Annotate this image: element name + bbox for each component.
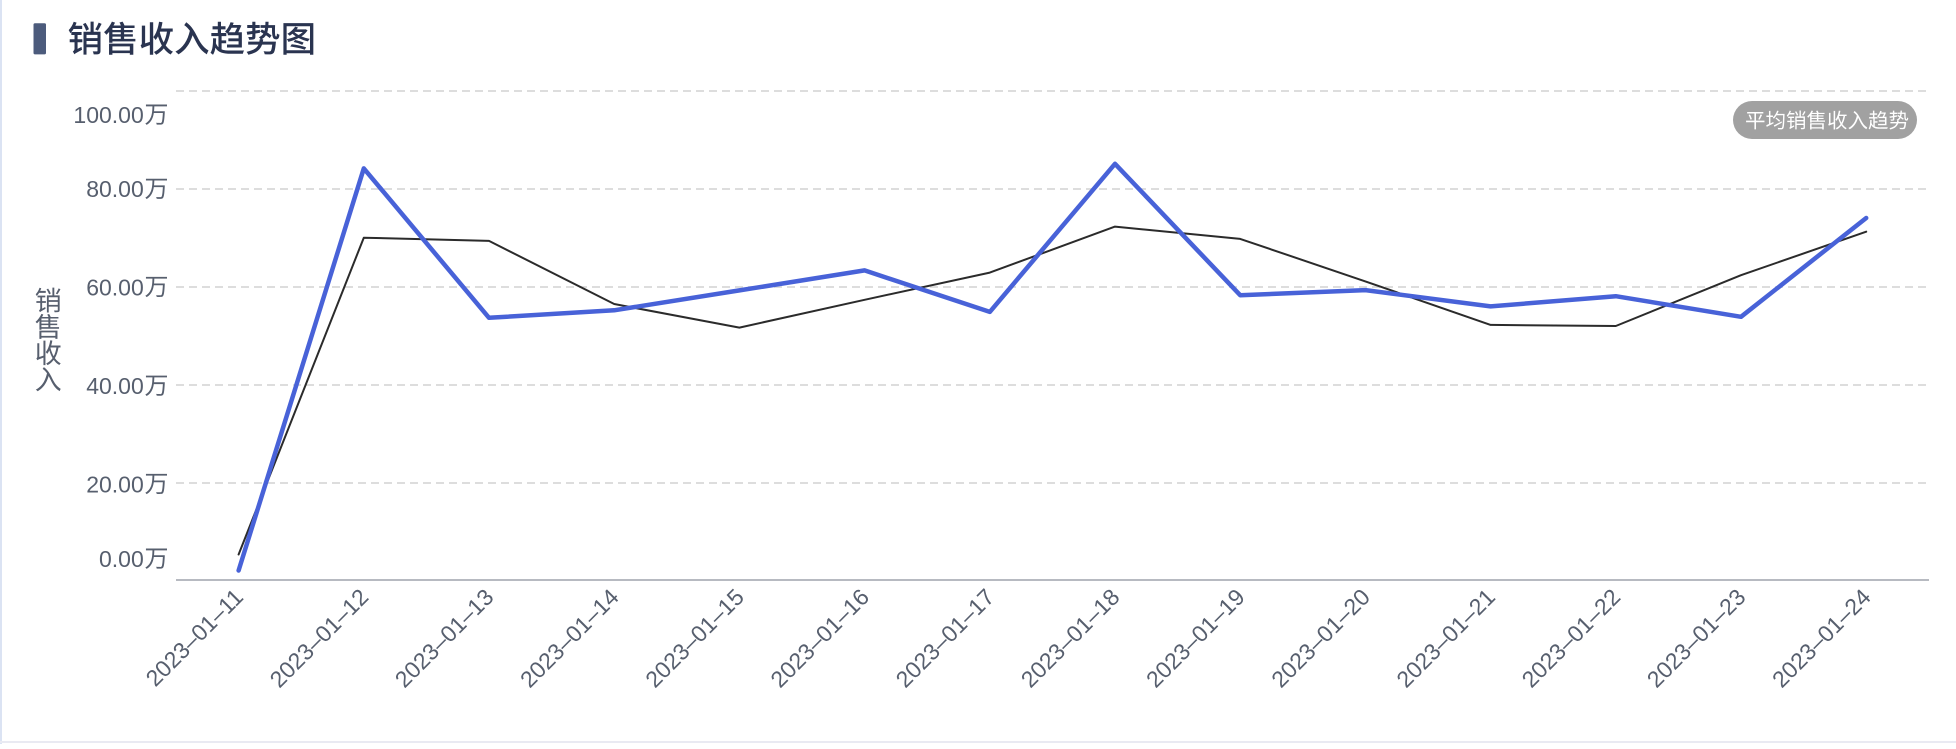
svg-text:60.00: 60.00 [86, 274, 144, 300]
svg-text:80.00: 80.00 [86, 176, 144, 202]
svg-text:0.00: 0.00 [99, 546, 144, 572]
svg-text:40.00: 40.00 [86, 373, 144, 399]
svg-text:20.00: 20.00 [86, 471, 144, 497]
svg-text:100.00: 100.00 [73, 102, 143, 128]
